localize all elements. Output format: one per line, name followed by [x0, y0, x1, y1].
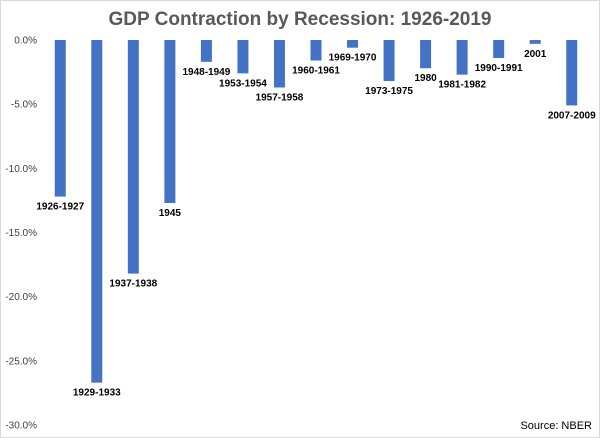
bar — [310, 40, 322, 61]
bar — [54, 40, 66, 197]
bar-data-label: 1957-1958 — [256, 92, 304, 103]
y-tick-label: -25.0% — [5, 356, 37, 367]
bar-data-label: 1990-1991 — [475, 63, 523, 74]
bar — [383, 40, 395, 82]
bar-data-label: 1953-1954 — [219, 78, 267, 89]
y-tick-label: -15.0% — [5, 228, 37, 239]
bar — [456, 40, 468, 75]
bar — [164, 40, 176, 203]
bar — [493, 40, 505, 58]
bar — [91, 40, 103, 383]
bar-data-label: 1981-1982 — [438, 80, 486, 91]
bar-data-label: 1973-1975 — [365, 86, 413, 97]
bar — [273, 40, 285, 88]
source-note: Source: NBER — [520, 420, 592, 432]
bar-data-label: 1960-1961 — [292, 66, 340, 77]
bar — [347, 40, 359, 48]
bar-data-label: 1948-1949 — [182, 67, 230, 78]
bar-data-label: 1980 — [414, 73, 437, 84]
bar — [566, 40, 578, 106]
bar-data-label: 1926-1927 — [36, 202, 84, 213]
bar — [420, 40, 432, 69]
bar-data-label: 1945 — [159, 208, 182, 219]
bar — [127, 40, 139, 274]
y-tick-label: -30.0% — [5, 421, 37, 432]
bar — [237, 40, 249, 74]
bar-data-label: 1929-1933 — [73, 388, 121, 399]
y-tick-label: 0.0% — [14, 36, 37, 47]
data-labels-group: 1926-1927 1929-1933 1937-1938 1945 1948-1949… — [36, 49, 596, 399]
bar-data-label: 2007-2009 — [548, 110, 596, 121]
y-tick-label: -20.0% — [5, 292, 37, 303]
bar — [200, 40, 212, 62]
bar — [529, 40, 541, 44]
bars-group — [54, 40, 578, 383]
chart-title: GDP Contraction by Recession: 1926-2019 — [109, 9, 492, 30]
y-tick-label: -5.0% — [11, 100, 37, 111]
bar-data-label: 2001 — [524, 49, 547, 60]
y-axis: 0.0% -5.0% -10.0% -15.0% -20.0% -25.0% -30.0% — [5, 36, 37, 432]
y-tick-label: -10.0% — [5, 164, 37, 175]
bar-data-label: 1969-1970 — [329, 53, 377, 64]
bar-data-label: 1937-1938 — [109, 279, 157, 290]
